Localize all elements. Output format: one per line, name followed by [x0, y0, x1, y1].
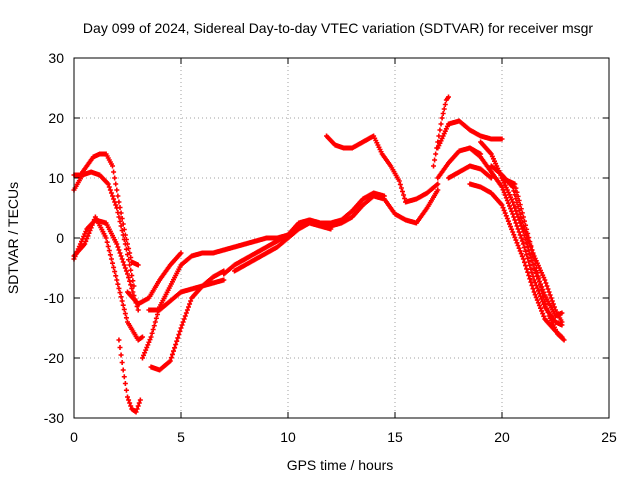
- y-axis-label: SDTVAR / TECUs: [5, 182, 21, 294]
- series-9: [146, 268, 227, 313]
- series-points: [446, 163, 494, 181]
- y-tick-label: 10: [48, 170, 64, 186]
- series-13: [324, 133, 409, 205]
- data-points: [71, 94, 567, 415]
- x-axis-label: GPS time / hours: [287, 457, 394, 473]
- series-points: [324, 133, 409, 205]
- y-tick-label: 30: [48, 50, 64, 66]
- x-tick-label: 25: [601, 429, 617, 445]
- chart-title: Day 099 of 2024, Sidereal Day-to-day VTE…: [83, 20, 593, 36]
- series-23: [499, 175, 567, 343]
- x-tick-label: 5: [177, 429, 185, 445]
- series-points: [232, 220, 334, 274]
- grid: [74, 58, 609, 418]
- series-points: [499, 175, 567, 343]
- y-tick-label: -10: [44, 290, 64, 306]
- x-tick-label: 20: [494, 429, 510, 445]
- series-6: [125, 250, 184, 307]
- x-tick-label: 0: [70, 429, 78, 445]
- series-points: [403, 181, 441, 205]
- series-points: [146, 268, 227, 313]
- y-tick-label: 20: [48, 110, 64, 126]
- axis-ticks: 0 5 10 15 20 25 -30 -20 -10 0 10 20 30: [44, 50, 617, 445]
- series-points: [221, 190, 387, 253]
- y-tick-label: -20: [44, 350, 64, 366]
- plot-frame: [73, 57, 610, 419]
- series-18: [446, 163, 494, 181]
- series-16: [435, 118, 505, 151]
- series-14: [403, 181, 441, 205]
- x-tick-label: 10: [280, 429, 296, 445]
- series-points: [125, 250, 184, 307]
- series-points: [435, 118, 505, 151]
- series-7: [139, 247, 227, 361]
- series-points: [116, 337, 143, 415]
- y-tick-label: -30: [44, 410, 64, 426]
- x-tick-label: 15: [387, 429, 403, 445]
- series-points: [139, 247, 227, 361]
- series-11: [221, 190, 387, 253]
- series-12: [232, 220, 334, 274]
- y-tick-label: 0: [56, 230, 64, 246]
- series-5: [116, 337, 143, 415]
